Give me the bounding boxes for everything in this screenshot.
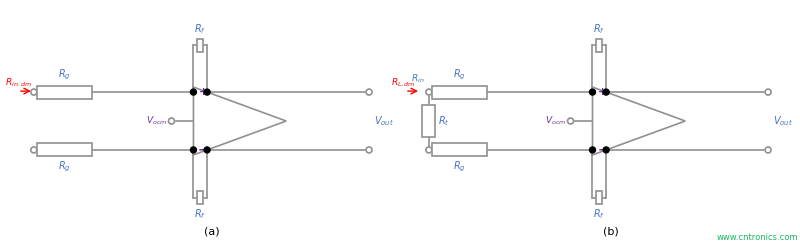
FancyBboxPatch shape [198,39,203,52]
Text: $R_f$: $R_f$ [594,207,606,220]
FancyBboxPatch shape [597,39,602,52]
Circle shape [31,89,37,95]
FancyBboxPatch shape [422,105,435,137]
Circle shape [603,89,609,95]
Circle shape [366,89,372,95]
Text: $R_{in}$: $R_{in}$ [411,72,425,85]
FancyBboxPatch shape [432,86,486,98]
Text: (a): (a) [203,227,219,237]
Text: $R_f$: $R_f$ [194,207,206,220]
Circle shape [204,89,210,95]
Text: $R_f$: $R_f$ [194,22,206,36]
Text: www.cntronics.com: www.cntronics.com [717,233,798,242]
Circle shape [590,147,595,153]
Circle shape [190,147,197,153]
Text: $V_{out}$: $V_{out}$ [374,114,394,128]
Circle shape [190,89,197,95]
Text: $R_g$: $R_g$ [58,68,70,82]
FancyBboxPatch shape [198,191,203,204]
Text: +: + [598,87,607,97]
Text: −: − [598,144,608,156]
Text: $V_{out}$: $V_{out}$ [773,114,793,128]
Circle shape [765,147,771,153]
Text: $R_g$: $R_g$ [58,160,70,174]
Text: $V_{ocm}$: $V_{ocm}$ [546,115,566,127]
FancyBboxPatch shape [432,144,486,156]
FancyBboxPatch shape [37,86,92,98]
FancyBboxPatch shape [597,191,602,204]
Text: $R_t$: $R_t$ [438,114,450,128]
Circle shape [366,147,372,153]
Text: (b): (b) [602,227,618,237]
Text: $R_g$: $R_g$ [453,68,466,82]
Text: +: + [199,87,208,97]
Circle shape [603,147,609,153]
Text: $R_{in,dm}$: $R_{in,dm}$ [5,77,32,89]
Circle shape [169,118,174,124]
Text: $V_{ocm}$: $V_{ocm}$ [146,115,167,127]
Circle shape [31,147,37,153]
Circle shape [426,147,432,153]
Circle shape [426,89,432,95]
Text: −: − [198,144,209,156]
Text: $R_g$: $R_g$ [453,160,466,174]
Circle shape [590,89,595,95]
Circle shape [567,118,574,124]
Text: $R_{L,dm}$: $R_{L,dm}$ [391,77,416,89]
Text: $R_f$: $R_f$ [594,22,606,36]
Circle shape [765,89,771,95]
Circle shape [204,147,210,153]
FancyBboxPatch shape [37,144,92,156]
